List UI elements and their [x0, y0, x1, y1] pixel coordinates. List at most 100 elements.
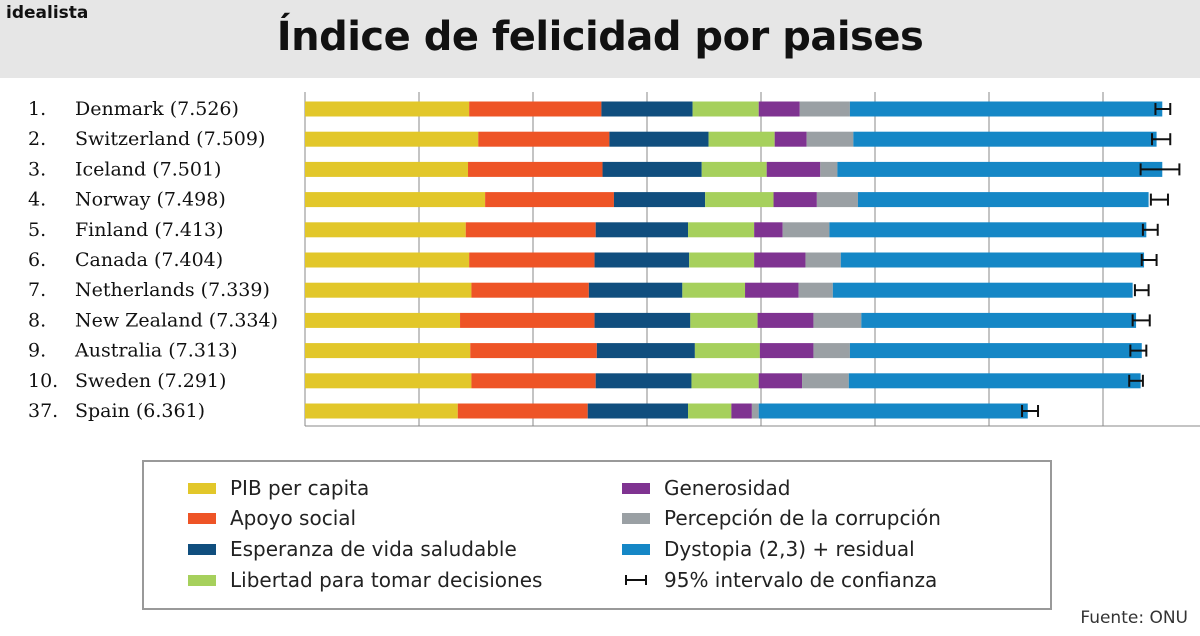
legend-item-pib: PIB per capita — [188, 476, 369, 500]
bar-segment-corrupcion — [798, 282, 833, 298]
error-bar — [1021, 405, 1040, 417]
legend-item-libertad: Libertad para tomar decisiones — [188, 568, 542, 592]
chart-title: Índice de felicidad por paises — [276, 14, 924, 60]
bar-segment-corrupcion — [802, 373, 849, 389]
bar-segment-generosidad — [745, 282, 799, 298]
legend-item-esperanza: Esperanza de vida saludable — [188, 537, 517, 561]
legend-label: Apoyo social — [230, 506, 357, 530]
legend-label: Esperanza de vida saludable — [230, 537, 517, 561]
bar-segment-libertad — [690, 312, 758, 328]
error-bar — [1139, 163, 1181, 176]
bar-segment-pib — [305, 312, 461, 328]
legend-swatch — [188, 543, 216, 555]
legend: PIB per capita Apoyo social Esperanza de v… — [142, 460, 1052, 610]
row-country-label: Switzerland (7.509) — [75, 128, 265, 150]
bar-segment-dystopia — [857, 192, 1149, 208]
bar-segment-pib — [305, 192, 486, 208]
bar-segment-libertad — [701, 161, 767, 177]
bar-segment-pib — [305, 101, 470, 117]
bar-segment-apoyo — [468, 161, 603, 177]
bar-segment-corrupcion — [820, 161, 838, 177]
bar-segment-corrupcion — [806, 131, 854, 147]
row-rank: 10. — [28, 370, 58, 392]
bar-segment-dystopia — [758, 403, 1028, 419]
bar-segment-generosidad — [759, 343, 814, 359]
legend-swatch — [188, 574, 216, 586]
bar-segment-pib — [305, 252, 470, 268]
error-bar — [1129, 344, 1148, 357]
bar-segment-generosidad — [754, 252, 806, 268]
brand-logo: idealista — [6, 3, 89, 23]
bar-segment-generosidad — [758, 101, 800, 117]
bar-segment-pib — [305, 373, 472, 389]
bar-segment-pib — [305, 282, 472, 298]
bar-segment-apoyo — [485, 192, 614, 208]
legend-label: PIB per capita — [230, 476, 370, 500]
legend-swatch — [622, 512, 650, 524]
bar-segment-pib — [305, 161, 469, 177]
row-rank: 8. — [28, 309, 46, 331]
bar-segment-generosidad — [757, 312, 814, 328]
bar-segment-libertad — [688, 403, 732, 419]
bar-segment-dystopia — [829, 222, 1147, 238]
row-rank: 2. — [28, 128, 46, 150]
bar-segment-apoyo — [457, 403, 588, 419]
row-country-label: Spain (6.361) — [75, 400, 205, 422]
header-band: idealista Índice de felicidad por paises — [0, 0, 1200, 78]
legend-label: Generosidad — [664, 476, 791, 500]
error-bar — [1151, 133, 1172, 146]
bar-segment-dystopia — [840, 252, 1145, 268]
row-rank: 37. — [28, 400, 58, 422]
stacked-bar-chart: 1. Denmark (7.526) 2. Switzerland (7.509) 3.… — [28, 92, 1200, 427]
legend-label: Libertad para tomar decisiones — [230, 568, 543, 592]
bar-segment-dystopia — [848, 373, 1141, 389]
bar-segment-dystopia — [849, 343, 1142, 359]
bar-segment-libertad — [682, 282, 746, 298]
bar-segment-esperanza — [601, 101, 693, 117]
row-rank: 9. — [28, 340, 46, 362]
error-bar — [1140, 254, 1158, 266]
legend-label: Dystopia (2,3) + residual — [664, 537, 915, 561]
legend-swatch — [622, 543, 650, 555]
bar-segment-esperanza — [596, 343, 695, 359]
bar-segment-libertad — [689, 252, 755, 268]
legend-item-apoyo: Apoyo social — [188, 506, 356, 530]
bar-segment-dystopia — [832, 282, 1133, 298]
row-rank: 5. — [28, 219, 46, 241]
error-bar — [1133, 284, 1150, 297]
bar-segment-dystopia — [861, 312, 1137, 328]
bar-segment-generosidad — [774, 131, 807, 147]
bar-segment-corrupcion — [751, 403, 759, 419]
legend-item-ci: 95% intervalo de confianza — [622, 568, 937, 592]
bar-segment-esperanza — [595, 222, 689, 238]
bar-segment-generosidad — [754, 222, 783, 238]
bar-segment-pib — [305, 222, 466, 238]
bar-segment-corrupcion — [813, 312, 862, 328]
bar-segment-esperanza — [587, 403, 689, 419]
error-bar — [1154, 103, 1172, 115]
error-bar — [1149, 193, 1169, 206]
bar-segment-corrupcion — [782, 222, 830, 238]
bar-segment-libertad — [708, 131, 775, 147]
source-note: Fuente: ONU — [1080, 608, 1188, 628]
bar-segment-libertad — [692, 101, 759, 117]
error-bar — [1131, 314, 1151, 327]
row-country-label: New Zealand (7.334) — [75, 309, 278, 331]
legend-errorbar-icon — [625, 575, 647, 585]
bar-segment-apoyo — [465, 222, 596, 238]
bar-segment-esperanza — [594, 312, 691, 328]
legend-label: 95% intervalo de confianza — [664, 568, 938, 592]
bar-segment-esperanza — [613, 192, 706, 208]
bar-segment-apoyo — [470, 343, 597, 359]
error-bar — [1128, 374, 1144, 387]
bar-segment-corrupcion — [805, 252, 841, 268]
bar-segment-corrupcion — [799, 101, 850, 117]
row-country-label: Finland (7.413) — [75, 219, 224, 241]
bar-segment-pib — [305, 403, 458, 419]
bar-segment-generosidad — [773, 192, 817, 208]
legend-swatch — [622, 482, 650, 494]
bar-segment-libertad — [691, 373, 759, 389]
legend-item-dystopia: Dystopia (2,3) + residual — [622, 537, 915, 561]
legend-item-corrupcion: Percepción de la corrupción — [622, 506, 941, 530]
error-bar — [1141, 223, 1159, 236]
